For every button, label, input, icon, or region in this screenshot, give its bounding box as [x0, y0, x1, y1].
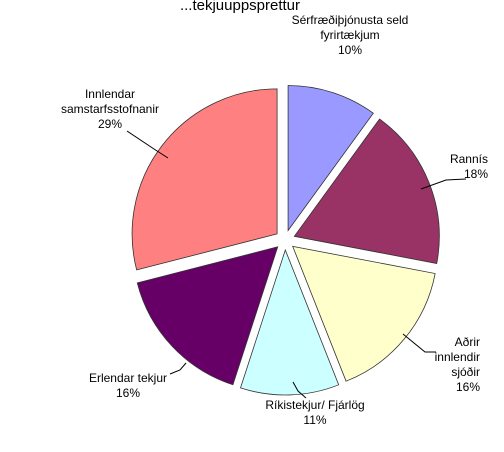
chart-title: ...tekjuuppsprettur — [180, 0, 300, 14]
leader-lines — [126, 130, 467, 399]
slice-name-label: innlendir — [435, 350, 480, 364]
slice-labels: Sérfræðiþjónusta seld fyrirtækjum 10% Ranní… — [61, 13, 488, 427]
leader-line — [402, 333, 436, 353]
slice-name-label: fyrirtækjum — [320, 28, 379, 42]
slice-percent-label: 18% — [464, 167, 488, 181]
slice-name-label: samstarfsstofnanir — [61, 102, 159, 116]
slice-percent-label: 10% — [338, 43, 362, 57]
leader-line — [292, 381, 307, 399]
pie-slice — [131, 88, 278, 271]
slice-label: Erlendar tekjur 16% — [89, 371, 167, 400]
slice-label: Sérfræðiþjónusta seld fyrirtækjum 10% — [292, 13, 409, 57]
slice-label: Rannís 18% — [450, 152, 488, 181]
leader-line — [420, 178, 467, 190]
slice-name-label: Erlendar tekjur — [89, 371, 167, 385]
leader-line — [126, 130, 169, 159]
slice-label: Ríkistekjur/ Fjárlög 11% — [265, 398, 364, 427]
pie-slice — [293, 118, 440, 264]
slice-percent-label: 11% — [303, 413, 326, 427]
slice-percent-label: 16% — [456, 380, 480, 394]
slice-name-label: Rannís — [450, 152, 488, 166]
leader-line — [169, 362, 187, 375]
slice-name-label: Aðrir — [455, 335, 480, 349]
slice-label: Aðrir innlendir sjóðir 16% — [435, 335, 481, 394]
pie-slice — [240, 248, 340, 396]
pie-slices — [131, 85, 440, 396]
pie-slice — [136, 246, 279, 386]
slice-name-label: Innlendar — [85, 87, 135, 101]
slice-name-label: Sérfræðiþjónusta seld — [292, 13, 409, 27]
pie-slice — [292, 245, 436, 382]
pie-slice — [287, 85, 374, 232]
slice-label: Innlendar samstarfsstofnanir 29% — [61, 87, 159, 131]
slice-name-label: Ríkistekjur/ Fjárlög — [265, 398, 364, 412]
slice-percent-label: 16% — [116, 386, 140, 400]
slice-name-label: sjóðir — [451, 365, 480, 379]
slice-percent-label: 29% — [98, 117, 122, 131]
